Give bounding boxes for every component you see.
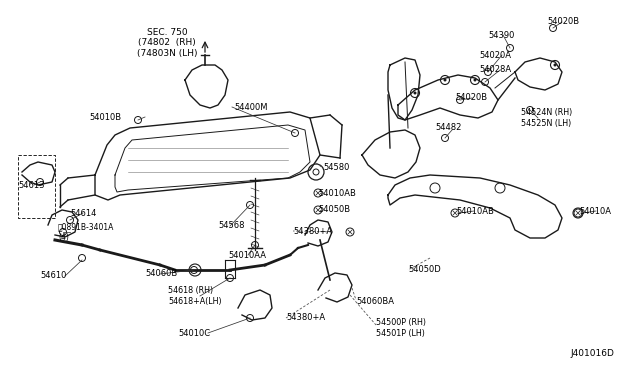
Text: 54380+A: 54380+A [293, 227, 332, 235]
Circle shape [444, 78, 447, 81]
Text: 54568: 54568 [218, 221, 244, 231]
Text: 54613: 54613 [18, 180, 45, 189]
Text: 54010AA: 54010AA [228, 250, 266, 260]
Text: 54028A: 54028A [479, 65, 511, 74]
Text: 54390: 54390 [488, 31, 515, 39]
Text: SEC. 750
(74802  (RH)
(74803N (LH): SEC. 750 (74802 (RH) (74803N (LH) [137, 28, 197, 58]
Text: 54010AB: 54010AB [456, 206, 494, 215]
Text: 54050B: 54050B [318, 205, 350, 215]
Circle shape [474, 78, 477, 81]
Text: 54020A: 54020A [479, 51, 511, 60]
Text: 54482: 54482 [435, 124, 461, 132]
Text: 54010A: 54010A [579, 206, 611, 215]
Circle shape [554, 64, 557, 67]
Text: 54020B: 54020B [455, 93, 487, 103]
Circle shape [413, 92, 417, 94]
Text: 54060BA: 54060BA [356, 296, 394, 305]
Text: 54400M: 54400M [234, 103, 268, 112]
Text: 54060B: 54060B [145, 269, 177, 279]
Text: 54050D: 54050D [408, 266, 441, 275]
Text: J401016D: J401016D [570, 349, 614, 358]
Text: 54010B: 54010B [90, 112, 122, 122]
Text: 54010C: 54010C [178, 328, 210, 337]
Text: 54010AB: 54010AB [318, 189, 356, 198]
Text: 54380+A: 54380+A [286, 314, 325, 323]
Text: ⓝ0891B-3401A
(4): ⓝ0891B-3401A (4) [58, 222, 115, 242]
Text: 54524N (RH)
54525N (LH): 54524N (RH) 54525N (LH) [521, 108, 572, 128]
Text: 54614: 54614 [70, 208, 97, 218]
Text: 54020B: 54020B [547, 17, 579, 26]
Text: 54610: 54610 [40, 272, 67, 280]
Text: 54500P (RH)
54501P (LH): 54500P (RH) 54501P (LH) [376, 318, 426, 338]
Text: 54618 (RH)
54618+A(LH): 54618 (RH) 54618+A(LH) [168, 286, 221, 306]
Text: 54580: 54580 [323, 164, 349, 173]
